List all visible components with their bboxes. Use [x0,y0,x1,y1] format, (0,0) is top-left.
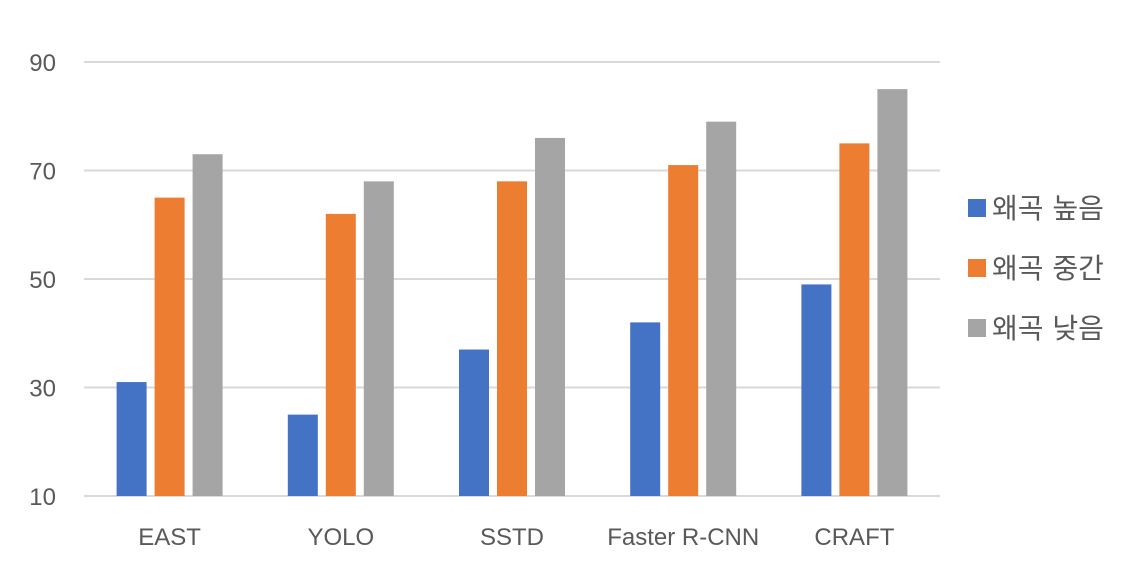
bar-east-series-3 [192,154,223,496]
y-tick-label: 50 [29,267,56,294]
bar-sstd-series-2 [497,181,527,496]
bar-faster-r-cnn-series-2 [668,165,699,496]
bar-sstd-series-3 [535,137,565,496]
bar-east-series-2 [154,197,185,496]
y-tick-label: 70 [29,159,56,186]
bar-sstd-series-1 [459,349,489,496]
legend-label: 왜곡 낮음 [992,312,1104,345]
bar-craft-series-1 [801,284,832,496]
x-tick-label: YOLO [307,524,374,551]
bar-craft-series-2 [839,143,870,496]
x-tick-label: SSTD [480,524,544,551]
y-tick-label: 90 [29,50,56,77]
bar-faster-r-cnn-series-1 [630,322,661,496]
x-axis-tick-labels: EAST YOLO SSTD Faster R-CNN CRAFT [138,524,894,551]
x-tick-label: Faster R-CNN [607,524,759,551]
legend-swatch [968,319,986,337]
bar-east-series-1 [116,382,147,496]
bar-series-group [116,89,908,497]
bar-yolo-series-3 [363,181,394,496]
bar-yolo-series-2 [325,213,356,496]
y-tick-label: 30 [29,376,56,403]
bar-faster-r-cnn-series-3 [706,121,737,497]
y-axis-tick-labels: 10 30 50 70 90 [29,50,56,511]
bar-yolo-series-1 [287,414,318,496]
legend-swatch [968,199,986,217]
legend-label: 왜곡 높음 [992,192,1104,225]
legend-swatch [968,259,986,277]
bar-craft-series-3 [877,89,908,496]
x-tick-label: CRAFT [814,524,894,551]
legend-label: 왜곡 중간 [992,252,1104,285]
x-tick-label: EAST [138,524,201,551]
y-tick-label: 10 [29,484,56,511]
